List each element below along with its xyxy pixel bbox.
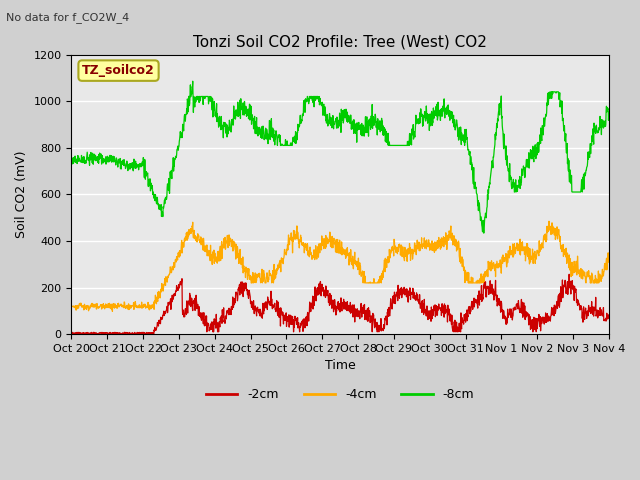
-4cm: [311, 257, 319, 263]
Line: -4cm: -4cm: [72, 221, 609, 312]
-8cm: [343, 117, 351, 122]
Line: -8cm: -8cm: [72, 81, 609, 233]
-8cm: [68, 159, 76, 165]
-8cm: [571, 189, 579, 195]
Text: TZ_soilco2: TZ_soilco2: [82, 64, 155, 77]
-2cm: [77, 331, 85, 336]
-8cm: [311, 94, 319, 99]
-2cm: [565, 271, 573, 277]
-2cm: [164, 307, 172, 313]
-2cm: [150, 333, 157, 339]
-4cm: [343, 249, 351, 255]
X-axis label: Time: Time: [324, 360, 355, 372]
-2cm: [311, 291, 319, 297]
-2cm: [438, 301, 446, 307]
Legend: -2cm, -4cm, -8cm: -2cm, -4cm, -8cm: [201, 383, 479, 406]
Y-axis label: Soil CO2 (mV): Soil CO2 (mV): [15, 151, 28, 238]
-2cm: [605, 312, 612, 318]
-8cm: [480, 230, 488, 236]
-8cm: [77, 153, 85, 158]
-2cm: [68, 331, 76, 337]
-4cm: [605, 260, 612, 265]
-8cm: [438, 108, 446, 114]
-4cm: [68, 304, 76, 310]
Line: -2cm: -2cm: [72, 274, 609, 336]
-4cm: [438, 236, 446, 241]
-4cm: [545, 218, 553, 224]
-2cm: [571, 288, 579, 293]
-8cm: [164, 181, 172, 187]
-4cm: [109, 309, 116, 314]
-4cm: [164, 273, 172, 279]
Text: No data for f_CO2W_4: No data for f_CO2W_4: [6, 12, 130, 23]
-8cm: [605, 109, 612, 115]
-8cm: [189, 78, 196, 84]
-2cm: [343, 300, 351, 305]
-4cm: [77, 304, 85, 310]
-4cm: [571, 262, 579, 268]
Title: Tonzi Soil CO2 Profile: Tree (West) CO2: Tonzi Soil CO2 Profile: Tree (West) CO2: [193, 34, 487, 49]
